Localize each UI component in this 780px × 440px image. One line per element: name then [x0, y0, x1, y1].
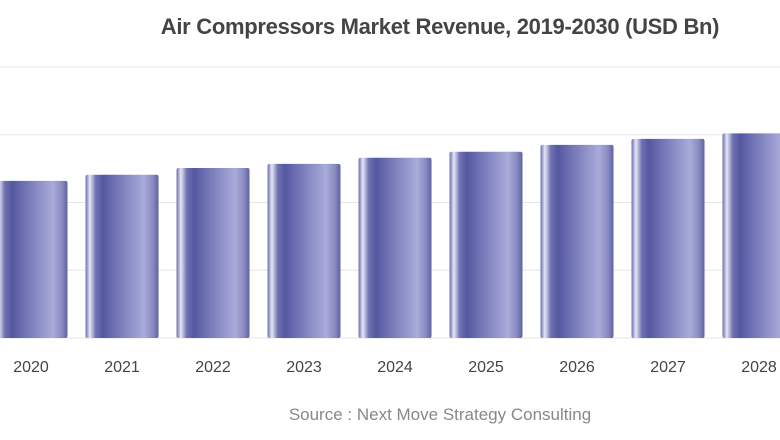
bar-2022	[176, 167, 250, 338]
x-tick-label: 2025	[468, 359, 504, 376]
bar-2025	[449, 151, 523, 338]
bar-2026	[540, 144, 614, 338]
bar-2020	[0, 180, 68, 338]
x-tick-label: 2020	[13, 359, 49, 376]
x-tick-label: 2026	[559, 359, 595, 376]
chart-title: Air Compressors Market Revenue, 2019-203…	[160, 14, 720, 39]
bar-2023	[267, 163, 341, 338]
bar-2024	[358, 157, 432, 338]
chart-source: Source : Next Move Strategy Consulting	[288, 405, 592, 424]
x-tick-label: 2022	[195, 359, 231, 376]
x-tick-label: 2028	[741, 359, 777, 376]
x-tick-label: 2027	[650, 359, 686, 376]
x-tick-label: 2021	[104, 359, 140, 376]
bar-2028	[722, 133, 780, 338]
x-tick-label: 2024	[377, 359, 413, 376]
bar-2021	[85, 174, 159, 338]
x-tick-label: 2023	[286, 359, 322, 376]
bar-2027	[631, 138, 705, 338]
